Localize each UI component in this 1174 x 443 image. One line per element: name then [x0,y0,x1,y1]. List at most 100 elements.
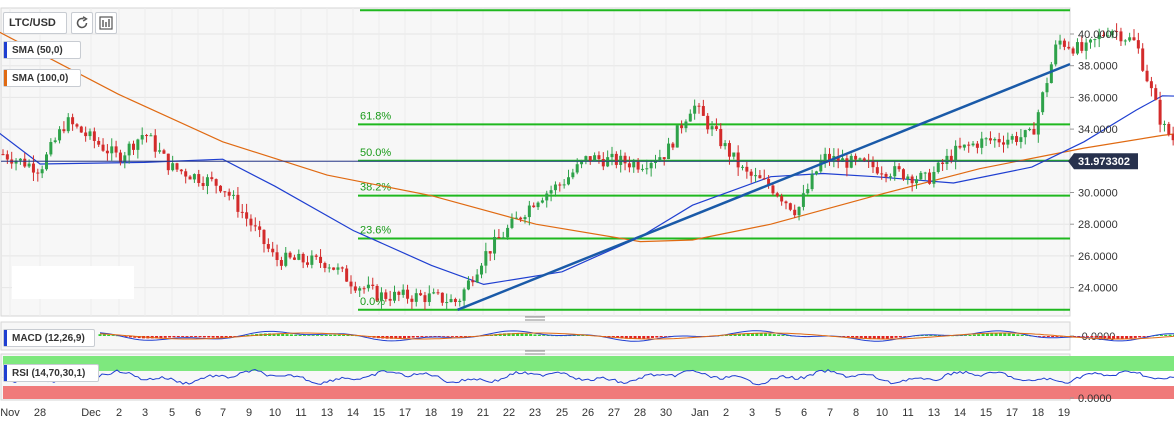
candle-body [1075,42,1079,54]
candle-body [419,293,423,296]
candle-body [532,205,536,208]
macd-bar [202,336,206,338]
symbol-button[interactable]: LTC/USD [3,12,67,34]
macd-bar [933,335,937,336]
refresh-button[interactable] [71,12,93,34]
price-axis[interactable]: 40.000038.000036.000034.000032.000030.00… [1068,29,1138,295]
candle-body [523,217,527,220]
candle-body [440,292,444,303]
sma50-line [0,95,1174,286]
candle-body [506,227,510,238]
bar-chart-icon [99,16,113,30]
candle-body [66,117,70,132]
macd-bar [298,334,302,336]
time-axis[interactable]: Nov 28 Dec 2 3 5 6 7 9 10 11 13 14 15 17 18 19 21 22 23 25 26… [0,407,1070,419]
candle-body [101,144,105,151]
macd-bar [938,335,942,337]
candle-body [497,236,501,239]
candle-body [923,172,927,174]
candle-body [841,158,845,162]
candle-body [1071,48,1075,54]
time-tick-label: 11 [902,407,913,419]
candle-body [271,248,275,253]
candle-body [253,225,257,227]
time-tick-label: 10 [269,407,281,419]
macd-legend[interactable]: MACD (12,26,9) [3,329,95,347]
macd-bar [733,334,737,336]
fib-level-label: 50.0% [360,147,391,159]
macd-bar [851,336,855,338]
candle-body [736,152,740,168]
macd-bar [316,335,319,336]
pane-splitter-handle[interactable] [525,350,545,355]
macd-bar [894,336,898,338]
candle-body [188,176,192,180]
candle-body [288,252,292,258]
rsi-legend[interactable]: RSI (14,70,30,1) [3,364,99,382]
trendline[interactable] [457,62,1071,311]
candle-body [836,156,840,162]
candle-body [684,121,688,129]
macd-bar [503,333,507,336]
candle-body [854,155,858,160]
candle-body [814,171,818,175]
candle-body [980,138,984,148]
macd-bar [968,334,972,336]
macd-bar [646,336,650,339]
candle-body [153,135,157,152]
candle-body [493,236,497,254]
macd-bar [342,334,346,336]
macd-bar [411,336,415,338]
candle-body [458,300,462,302]
candle-body [40,169,44,174]
candle-body [49,142,53,155]
candle-body [649,162,653,169]
pane-splitter-handle[interactable] [525,316,545,321]
candle-body [971,143,975,146]
candle-body [388,298,392,301]
fib-level-label: 61.8% [360,110,391,122]
candle-body [1032,128,1036,135]
candle-body [723,143,727,147]
time-tick-label: 13 [321,407,333,419]
sma50-legend[interactable]: SMA (50,0) [3,41,81,59]
candle-body [1019,137,1023,142]
candle-body [401,289,405,295]
candle-body [292,257,296,260]
candle-body [1006,139,1010,145]
macd-bar [429,336,433,337]
candle-body [975,143,979,148]
candle-body [132,143,135,150]
candle-body [553,184,557,191]
time-tick-label: 10 [876,407,888,419]
last-price-tag [1068,153,1138,170]
candle-body [584,156,588,161]
candle-body [788,203,792,210]
candle-body [754,175,758,177]
time-tick-label: Jan [691,407,709,419]
macd-bar [455,336,459,337]
time-tick-label: 15 [373,407,385,419]
time-tick-label: 6 [801,407,807,419]
candle-body [606,157,610,167]
candle-body [158,150,162,152]
chart-type-button[interactable] [95,12,117,34]
candle-body [767,178,771,186]
candle-body [58,129,62,141]
sma100-legend[interactable]: SMA (100,0) [3,69,81,87]
candle-body [784,201,788,204]
candle-body [471,280,475,283]
macd-bar [133,336,137,338]
candle-body [701,106,705,116]
candle-body [780,196,784,202]
candle-body [1145,70,1149,82]
candle-body [945,155,949,164]
candle-body [205,177,209,187]
time-tick-label: 28 [34,407,46,419]
candle-body [610,153,614,158]
macd-bar [529,334,533,336]
macd-bar [194,336,198,338]
candle-body [397,291,401,295]
macd-bar [1012,333,1015,336]
